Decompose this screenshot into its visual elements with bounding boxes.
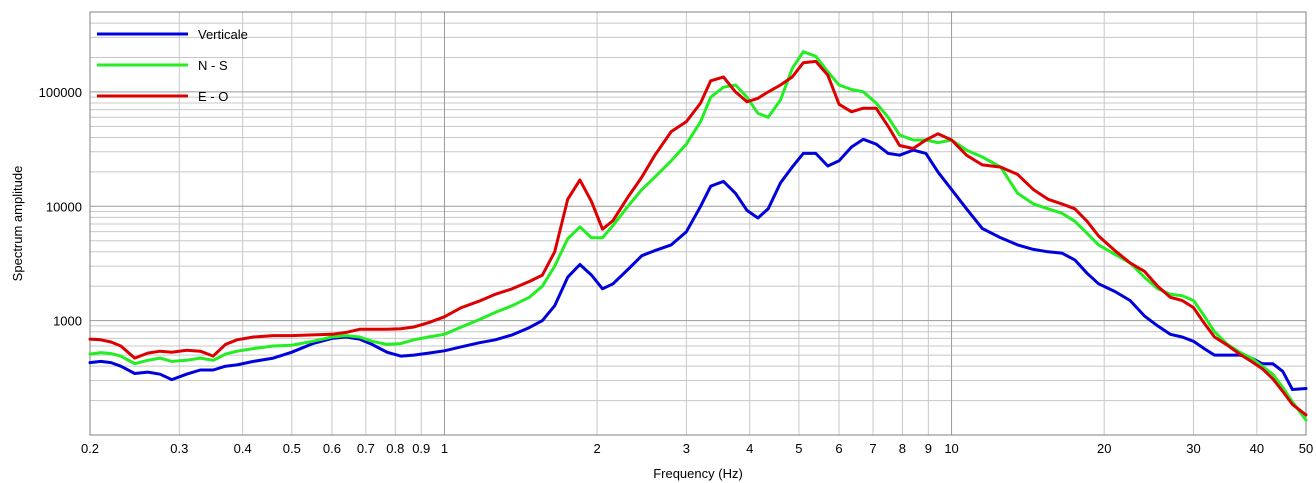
x-tick-label: 4 (746, 441, 753, 456)
x-tick-labels: 0.2 0.3 0.4 0.5 0.6 0.7 0.8 0.9 1 2 3 4 5 6 7 8 9 10 20 30 4… (81, 441, 1313, 456)
x-tick-label: 0.2 (81, 441, 99, 456)
series-layer (88, 50, 1308, 422)
x-tick-label: 30 (1186, 441, 1200, 456)
series-line-3 (88, 59, 1308, 417)
x-tick-label: 10 (944, 441, 958, 456)
x-tick-label: 40 (1250, 441, 1264, 456)
y-tick-labels: 1000 10000 100000 (39, 85, 82, 329)
y-tick-label: 1000 (53, 314, 82, 329)
legend-label: N - S (198, 58, 228, 73)
x-tick-label: 20 (1097, 441, 1111, 456)
legend-label: Verticale (198, 27, 248, 42)
x-tick-label: 0.8 (386, 441, 404, 456)
x-tick-label: 9 (925, 441, 932, 456)
x-tick-label: 7 (869, 441, 876, 456)
legend: Verticale N - S E - O (97, 27, 248, 104)
x-tick-label: 50 (1299, 441, 1313, 456)
x-tick-label: 1 (441, 441, 448, 456)
x-tick-label: 6 (835, 441, 842, 456)
x-tick-label: 0.7 (357, 441, 375, 456)
x-tick-label: 5 (795, 441, 802, 456)
x-tick-label: 0.5 (283, 441, 301, 456)
x-tick-label: 0.6 (323, 441, 341, 456)
x-tick-label: 0.9 (412, 441, 430, 456)
series-line-1 (88, 137, 1308, 391)
x-tick-label: 8 (899, 441, 906, 456)
plot-frame (89, 11, 1307, 436)
x-tick-label: 0.4 (234, 441, 252, 456)
y-tick-label: 10000 (46, 199, 82, 214)
x-tick-label: 3 (683, 441, 690, 456)
legend-label: E - O (198, 89, 228, 104)
x-axis-title: Frequency (Hz) (653, 466, 743, 481)
x-tick-label: 2 (593, 441, 600, 456)
y-tick-label: 100000 (39, 85, 82, 100)
y-axis-title: Spectrum amplitude (10, 166, 25, 282)
x-tick-label: 0.3 (170, 441, 188, 456)
